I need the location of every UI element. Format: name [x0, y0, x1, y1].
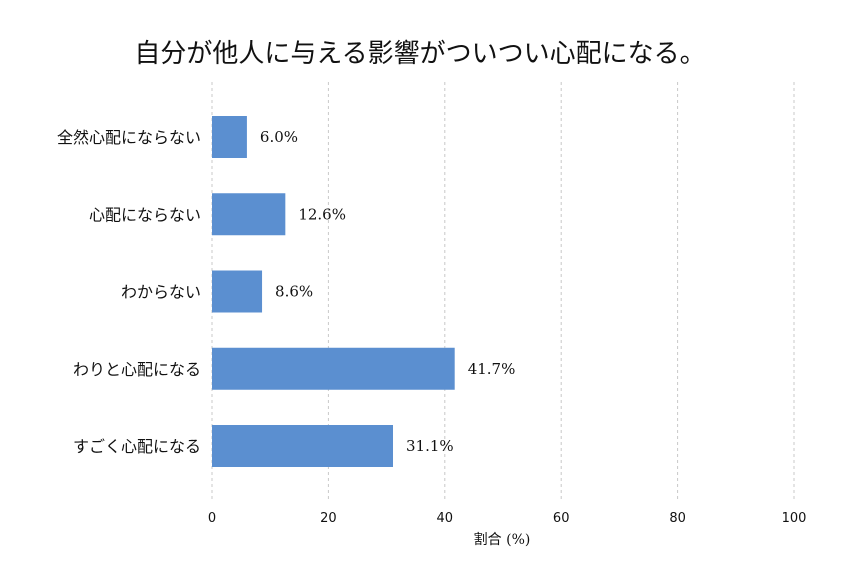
x-tick-label: 20	[320, 511, 337, 526]
bar	[212, 347, 455, 390]
category-label: わりと心配になる	[73, 360, 201, 379]
value-labels: 6.0% 12.6% 8.6% 41.7% 31.1%	[260, 128, 515, 455]
value-label: 6.0%	[260, 128, 298, 146]
x-tick-label: 100	[782, 511, 807, 526]
bar	[212, 270, 263, 313]
bar	[212, 116, 247, 158]
x-tick-label: 0	[208, 511, 216, 526]
value-label: 12.6%	[298, 205, 346, 223]
x-tick-label: 80	[669, 511, 686, 526]
category-label: わからない	[121, 283, 201, 302]
value-label: 8.6%	[275, 283, 313, 301]
bars	[212, 116, 455, 467]
value-label: 31.1%	[406, 437, 454, 455]
category-label: 全然心配にならない	[57, 128, 201, 147]
chart-title: 自分が他人に与える影響がついつい心配になる。	[134, 39, 705, 69]
category-label: 心配にならない	[89, 205, 201, 224]
category-label: すごく心配になる	[73, 437, 201, 456]
x-tick-label: 60	[553, 511, 570, 526]
x-axis-title: 割合 (%)	[474, 531, 531, 548]
bar	[212, 425, 394, 467]
value-label: 41.7%	[468, 360, 516, 378]
x-tick-label: 40	[437, 511, 454, 526]
x-tick-labels: 0 20 40 60 80 100	[208, 511, 807, 526]
bar	[212, 193, 286, 236]
